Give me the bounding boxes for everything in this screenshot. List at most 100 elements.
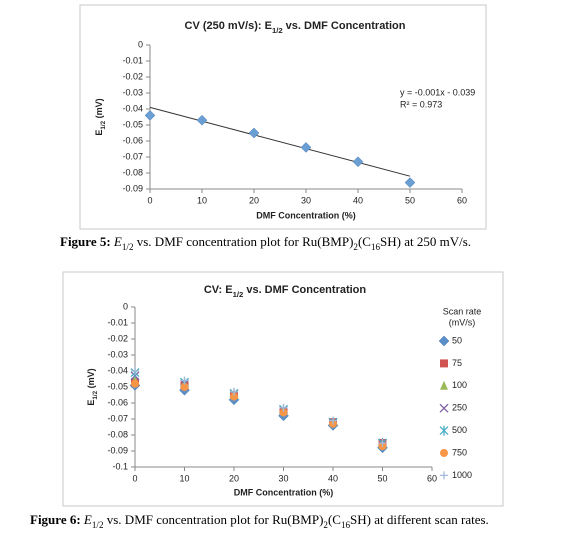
marker — [131, 379, 139, 388]
marker-shape — [131, 367, 139, 375]
y-tick-label: 0 — [138, 39, 143, 49]
x-tick-label: 30 — [301, 195, 311, 205]
chart-title: CV: E1/2 vs. DMF Concentration — [204, 284, 367, 299]
caption-part: 2 — [353, 242, 358, 252]
marker — [440, 380, 448, 390]
y-axis-label-part: 1/2 — [100, 120, 107, 129]
x-tick-label: 20 — [249, 195, 259, 205]
marker — [279, 403, 288, 412]
marker-shape — [440, 359, 448, 368]
marker — [230, 392, 238, 401]
x-tick-label: 40 — [353, 195, 363, 205]
y-tick-label: -0.03 — [122, 87, 143, 97]
marker — [404, 177, 416, 188]
y-tick-label: -0.07 — [107, 413, 128, 423]
y-tick-label: -0.05 — [107, 381, 128, 391]
y-axis-label: E1/2 (mV) — [94, 98, 107, 135]
y-tick-label: -0.07 — [122, 151, 143, 161]
legend-label: 100 — [452, 380, 467, 390]
chart-title-part: 1/2 — [272, 26, 283, 35]
annotation: R² = 0.973 — [400, 99, 442, 109]
marker — [180, 383, 189, 391]
x-tick-label: 50 — [405, 195, 415, 205]
caption-part: E — [111, 234, 122, 249]
x-axis-label: DMF Concentration (%) — [256, 210, 356, 220]
marker — [440, 449, 448, 457]
caption-part: 16 — [371, 242, 381, 252]
marker-shape — [144, 110, 156, 121]
caption-part: SH) at 250 mV/s. — [380, 234, 471, 249]
y-tick-label: -0.02 — [107, 333, 128, 343]
marker-shape — [440, 449, 448, 457]
legend-title: (mV/s) — [449, 317, 476, 327]
marker — [230, 387, 238, 396]
caption-part: 1/2 — [92, 520, 104, 530]
y-tick-label: -0.01 — [122, 55, 143, 65]
marker-shape — [180, 376, 189, 385]
y-tick-label: -0.06 — [122, 135, 143, 145]
marker-shape — [378, 439, 387, 447]
y-axis-label-part: E — [86, 400, 96, 406]
marker-shape — [440, 471, 448, 480]
y-tick-label: -0.09 — [107, 445, 128, 455]
marker-shape — [440, 380, 448, 390]
marker-shape — [300, 142, 312, 153]
chart-title: CV (250 mV/s): E1/2 vs. DMF Concentratio… — [185, 20, 406, 35]
x-tick-label: 0 — [147, 195, 152, 205]
marker — [180, 376, 189, 385]
marker-shape — [439, 425, 449, 436]
y-axis-label-part: E — [94, 130, 104, 136]
marker — [440, 359, 448, 368]
marker — [300, 142, 312, 153]
caption-part: Figure 5: — [60, 234, 111, 249]
marker — [438, 335, 450, 347]
x-tick-label: 40 — [328, 473, 338, 483]
legend-label: 1000 — [452, 470, 472, 480]
marker-shape — [439, 403, 449, 413]
y-tick-label: -0.1 — [112, 461, 128, 471]
marker — [279, 408, 288, 417]
caption-part: SH) at different scan rates. — [350, 512, 489, 527]
x-tick-label: 60 — [427, 473, 437, 483]
caption: Figure 5: E1/2 vs. DMF concentration plo… — [60, 234, 471, 252]
marker-shape — [230, 387, 238, 396]
marker-shape — [230, 392, 238, 401]
chart-title-part: vs. DMF Concentration — [283, 20, 406, 32]
caption-part: vs. DMF concentration plot for Ru(BMP) — [104, 512, 324, 527]
x-tick-label: 30 — [278, 473, 288, 483]
chart-title-part: vs. DMF Concentration — [243, 284, 366, 296]
x-tick-label: 60 — [457, 195, 467, 205]
legend-label: 250 — [452, 403, 467, 413]
y-axis-label-part: (mV) — [86, 368, 96, 391]
marker-shape — [248, 127, 260, 139]
marker-shape — [279, 403, 288, 412]
chart-title-part: 1/2 — [233, 290, 244, 299]
legend-title: Scan rate — [443, 306, 482, 316]
y-tick-label: -0.06 — [107, 397, 128, 407]
marker — [352, 156, 364, 168]
marker-shape — [438, 335, 450, 347]
marker-shape — [404, 177, 416, 188]
caption-part: (C — [328, 512, 341, 527]
y-axis-label-part: 1/2 — [92, 390, 99, 399]
y-tick-label: -0.03 — [107, 349, 128, 359]
marker-shape — [131, 379, 139, 388]
x-tick-label: 10 — [179, 473, 189, 483]
caption-part: 16 — [341, 520, 351, 530]
y-tick-label: 0 — [123, 301, 128, 311]
marker — [131, 367, 139, 375]
y-tick-label: -0.08 — [122, 167, 143, 177]
x-tick-label: 0 — [132, 473, 137, 483]
marker — [196, 114, 208, 126]
marker-shape — [279, 408, 288, 417]
caption-part: vs. DMF concentration plot for Ru(BMP) — [134, 234, 354, 249]
caption-part: 2 — [323, 520, 328, 530]
marker-shape — [180, 383, 189, 391]
legend-label: 75 — [452, 358, 462, 368]
marker — [440, 471, 448, 480]
legend-label: 50 — [452, 335, 462, 345]
marker-shape — [352, 156, 364, 168]
marker — [144, 110, 156, 121]
y-axis-label: E1/2 (mV) — [86, 368, 99, 405]
